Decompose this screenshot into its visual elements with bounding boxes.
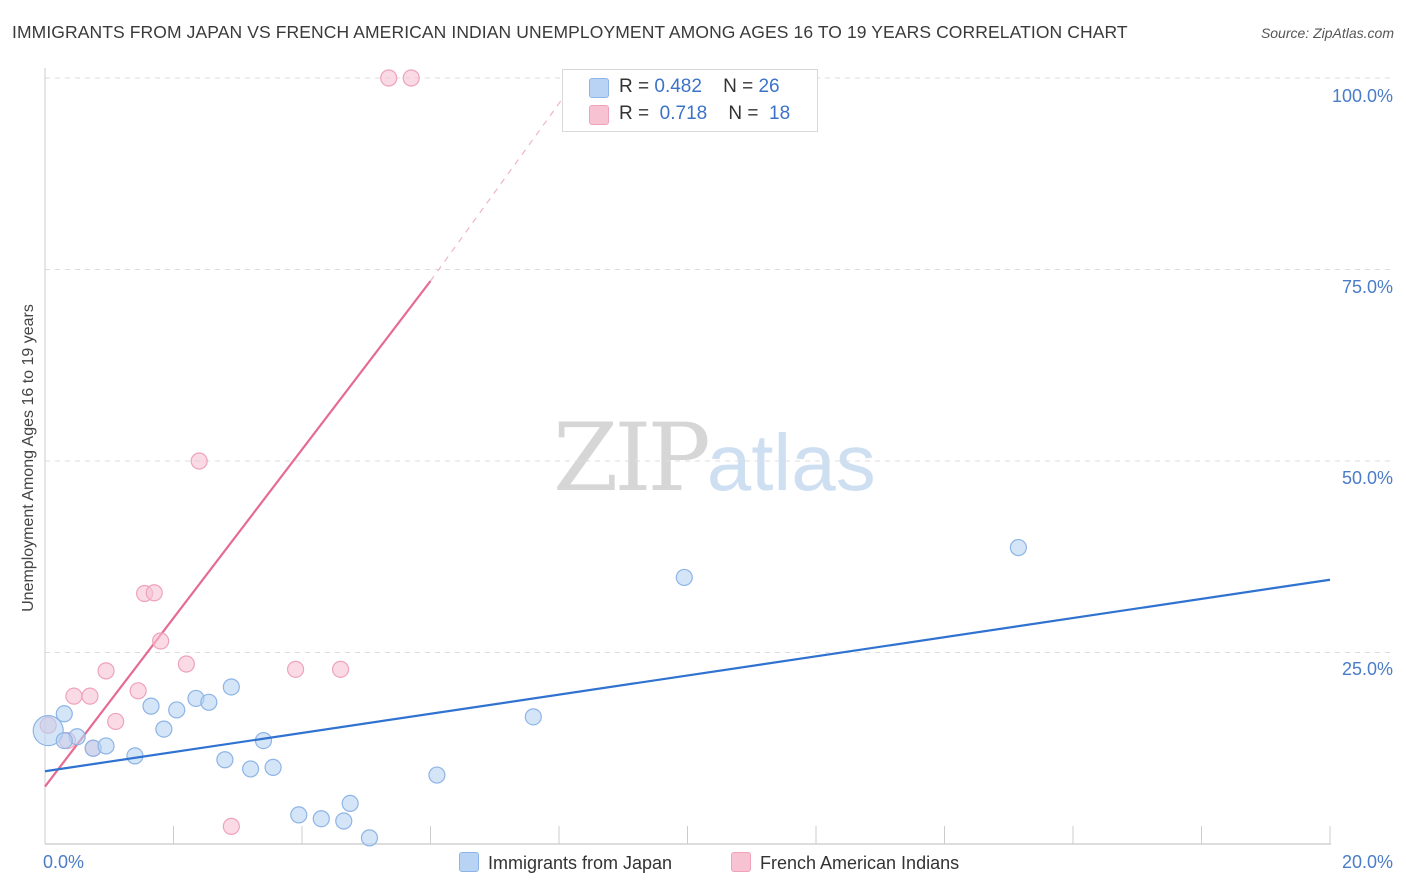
point-french: [190, 452, 208, 470]
legend-n-label: N =: [723, 76, 754, 97]
point-french: [65, 687, 83, 705]
legend-swatch-pink: [731, 852, 751, 872]
point-japan: [675, 568, 693, 587]
y-tick-label-100: 100.0%: [1331, 86, 1393, 106]
point-japan: [341, 794, 359, 813]
legend-n-label: N =: [728, 103, 759, 124]
point-japan: [168, 701, 186, 719]
point-french: [107, 712, 125, 731]
point-french: [380, 69, 398, 87]
watermark-atlas: atlas: [706, 418, 876, 507]
point-japan: [222, 678, 240, 696]
point-japan: [32, 715, 64, 747]
point-japan: [264, 758, 282, 777]
point-french: [145, 584, 163, 602]
point-japan: [216, 751, 234, 769]
x-tick-label-min: 0.0%: [43, 852, 85, 872]
point-japan: [242, 760, 260, 778]
chart-title: IMMIGRANTS FROM JAPAN VS FRENCH AMERICAN…: [12, 22, 1128, 42]
legend-label-french: French American Indians: [760, 853, 960, 873]
trend-extension-french: [430, 85, 573, 282]
bottom-legend-japan: Immigrants from Japan: [459, 852, 672, 874]
point-japan: [55, 705, 73, 723]
correlation-legend: R = 0.482 N = 26 R = 0.718 N = 18: [562, 69, 818, 132]
y-tick-label-25: 25.0%: [1341, 659, 1393, 679]
y-axis-label: Unemployment Among Ages 16 to 19 years: [20, 304, 37, 612]
point-japan: [335, 812, 353, 830]
legend-swatch-blue: [589, 78, 609, 98]
point-french: [129, 682, 147, 700]
legend-r-value: 0.482: [654, 76, 702, 97]
point-japan: [200, 693, 218, 711]
watermark: ZIPatlas: [553, 404, 876, 513]
point-french: [177, 655, 195, 673]
point-japan: [290, 806, 308, 824]
point-french: [222, 817, 240, 835]
point-japan: [1009, 538, 1027, 557]
point-japan: [360, 829, 379, 847]
trend-line-japan: [44, 578, 1331, 773]
legend-r-value: 0.718: [659, 103, 708, 124]
point-japan: [524, 708, 542, 726]
point-japan: [142, 697, 160, 715]
source-label: Source: ZipAtlas.com: [1260, 25, 1394, 41]
point-japan: [428, 766, 446, 784]
point-french: [152, 632, 170, 650]
bottom-legend-french: French American Indians: [731, 852, 959, 874]
legend-r-label: R =: [619, 76, 650, 97]
point-french: [402, 69, 420, 87]
legend-label-japan: Immigrants from Japan: [488, 853, 673, 873]
point-japan: [55, 731, 73, 750]
y-tick-label-50: 50.0%: [1341, 468, 1393, 488]
point-french: [81, 687, 99, 705]
legend-swatch-blue: [459, 852, 479, 872]
point-french: [331, 660, 350, 678]
x-tick-label-max: 20.0%: [1341, 852, 1393, 872]
point-japan: [97, 737, 115, 755]
point-french: [97, 662, 115, 680]
legend-n-value: 18: [769, 103, 791, 124]
trend-line-french: [44, 280, 432, 788]
y-tick-label-75: 75.0%: [1341, 277, 1393, 297]
legend-r-label: R =: [619, 103, 650, 124]
legend-swatch-pink: [589, 105, 609, 125]
point-japan: [312, 810, 330, 828]
point-japan: [155, 720, 173, 738]
legend-n-value: 26: [758, 76, 780, 97]
watermark-zip: ZIP: [553, 404, 711, 513]
point-french: [286, 660, 305, 678]
